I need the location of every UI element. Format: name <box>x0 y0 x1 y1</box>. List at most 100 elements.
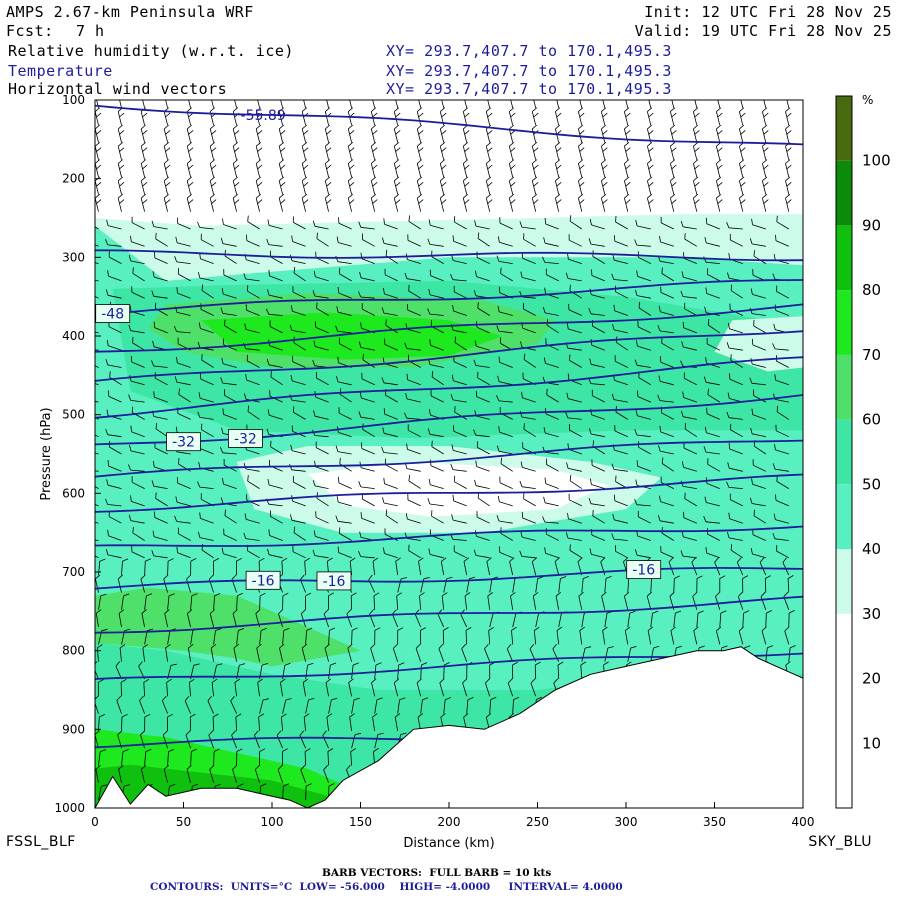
wind-barb-flag <box>613 304 615 311</box>
wind-barb-flag <box>509 141 515 147</box>
wind-barb <box>117 180 122 195</box>
wind-barb-flag <box>326 199 332 204</box>
wind-barb-flag <box>96 164 102 170</box>
wind-barb <box>209 128 214 143</box>
wind-barb <box>509 561 514 576</box>
wind-barb-flag <box>222 218 224 225</box>
wind-barb-flag <box>395 112 401 118</box>
wind-barb-flag <box>369 609 374 615</box>
wind-barb <box>683 517 697 524</box>
wind-barb <box>705 261 720 264</box>
wind-barb-flag <box>647 176 653 182</box>
wind-barb-flag <box>224 509 226 516</box>
wind-barb <box>186 146 191 160</box>
wind-barb-flag <box>243 273 247 280</box>
wind-barb-flag <box>555 176 561 182</box>
wind-barb-flag <box>763 147 769 152</box>
wind-barb <box>121 561 123 576</box>
wind-barb-flag <box>119 112 125 118</box>
wind-barb <box>430 554 444 559</box>
wind-barb-flag <box>602 112 608 118</box>
wind-barb <box>441 595 445 610</box>
colorbar-swatch <box>836 96 852 161</box>
wind-barb-flag <box>602 147 608 152</box>
wind-barb-flag <box>487 181 493 187</box>
wind-barb <box>485 163 491 178</box>
wind-barb <box>487 100 491 108</box>
wind-barb-flag <box>185 730 191 736</box>
wind-barb <box>131 241 145 247</box>
wind-barb <box>546 274 559 282</box>
wind-barb-flag <box>303 199 309 204</box>
wind-barb <box>751 503 766 507</box>
wind-barb <box>130 260 145 264</box>
wind-barb-flag <box>513 696 520 700</box>
wind-barb-flag <box>82 343 84 349</box>
wind-barb-flag <box>565 412 569 419</box>
wind-barb-flag <box>234 199 240 204</box>
contour-label-box <box>316 571 352 591</box>
wind-barb-flag <box>155 232 157 239</box>
wind-barb <box>176 242 191 247</box>
wind-barb <box>567 278 582 282</box>
wind-barb-flag <box>165 112 171 118</box>
wind-barb-flag <box>520 341 523 348</box>
wind-barb <box>268 503 283 507</box>
wind-barb-flag <box>728 253 730 260</box>
wind-barb <box>430 224 444 230</box>
wind-barb <box>153 276 168 282</box>
wind-barb <box>224 255 237 264</box>
wind-barb-flag <box>281 557 288 562</box>
wind-barb-flag <box>399 697 406 701</box>
wind-barb-flag <box>454 336 456 343</box>
wind-barb-flag <box>186 159 192 164</box>
wind-barb <box>372 717 376 731</box>
wind-barb <box>370 180 376 195</box>
wind-barb <box>464 100 468 108</box>
wind-barb <box>360 226 375 230</box>
wind-barb <box>615 291 628 299</box>
wind-barb-flag <box>509 193 515 199</box>
wind-barb <box>738 630 744 645</box>
wind-barb <box>155 428 168 438</box>
wind-barb-flag <box>486 193 492 199</box>
wind-barb <box>670 180 675 195</box>
wind-barb <box>498 400 513 403</box>
wind-barb <box>211 100 214 108</box>
wind-barb-flag <box>385 249 388 256</box>
wind-barb <box>753 445 767 455</box>
wind-barb-flag <box>117 730 123 736</box>
wind-barb-flag <box>634 239 638 246</box>
wind-barb-flag <box>214 593 221 597</box>
wind-barb <box>292 551 306 559</box>
wind-barb <box>95 434 99 438</box>
wind-barb-flag <box>222 408 224 415</box>
wind-barb <box>452 399 467 403</box>
wind-barb <box>259 699 264 714</box>
wind-barb-flag <box>117 574 123 580</box>
wind-barb <box>234 100 237 108</box>
wind-barb-flag <box>163 176 169 182</box>
wind-barb <box>292 380 306 386</box>
wind-barb-flag <box>268 269 270 276</box>
wind-barb-flag <box>613 235 616 242</box>
wind-barb-flag <box>279 90 284 94</box>
wind-barb-flag <box>601 141 607 147</box>
wind-barb <box>416 198 422 212</box>
wind-barb <box>784 630 790 645</box>
wind-barb-flag <box>556 626 563 631</box>
wind-barb-flag <box>243 532 247 539</box>
wind-barb-flag <box>716 193 722 199</box>
wind-barb-flag <box>142 112 148 118</box>
wind-barb-flag <box>360 512 362 519</box>
wind-barb-flag <box>704 426 707 433</box>
wind-barb-flag <box>601 107 607 112</box>
wind-barb-flag <box>128 394 132 401</box>
wind-barb <box>591 294 605 299</box>
wind-barb <box>339 273 352 282</box>
wind-barb-flag <box>371 193 377 199</box>
wind-barb-flag <box>647 124 653 130</box>
wind-barb-flag <box>312 480 316 487</box>
wind-barb <box>95 111 99 126</box>
contour-label: -32 <box>172 435 195 451</box>
